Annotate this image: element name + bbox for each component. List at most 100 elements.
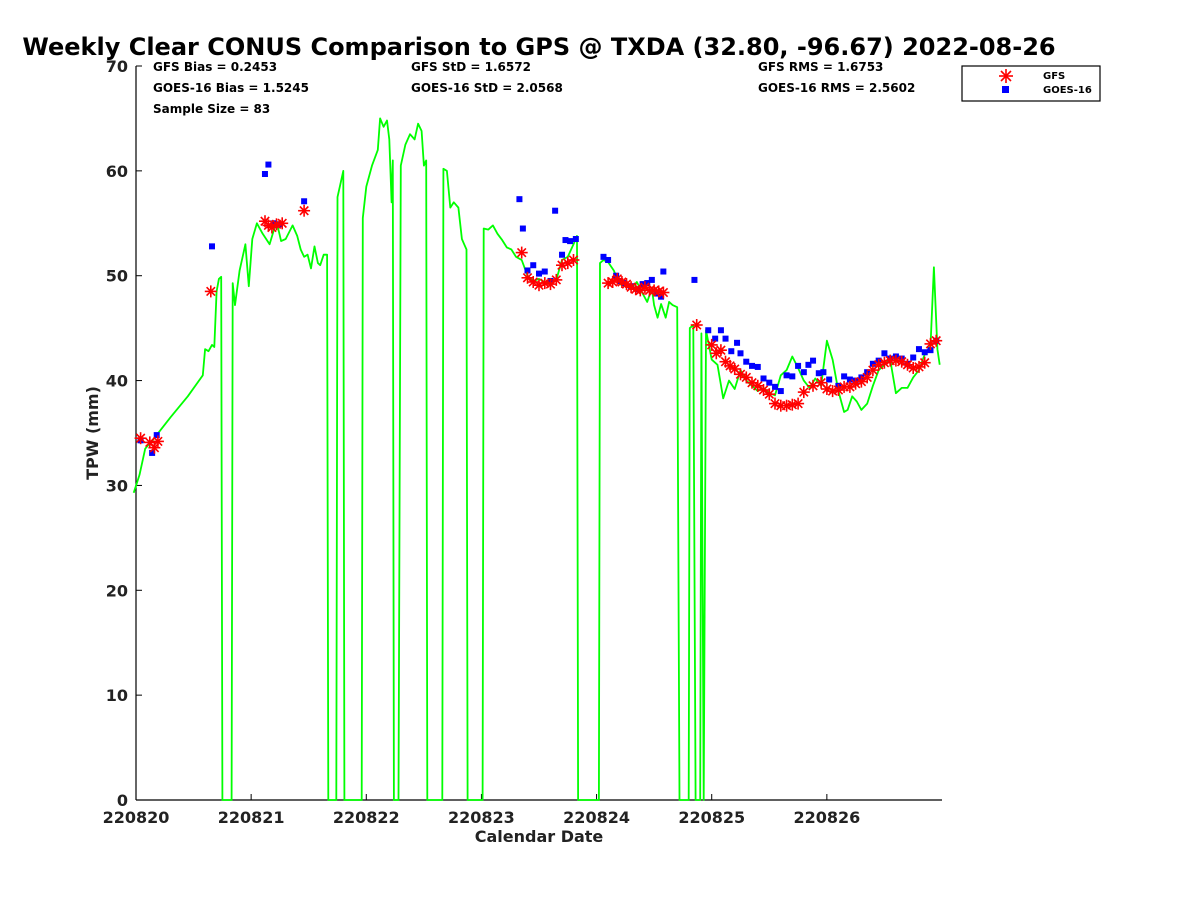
gfs-point: [550, 273, 563, 286]
series-layer: [132, 117, 943, 801]
goes16-point: [869, 360, 876, 367]
goes16-point: [815, 370, 822, 377]
gfs-point: [276, 217, 289, 230]
goes16-point: [737, 350, 744, 357]
legend-gfs-marker: [999, 69, 1013, 83]
gfs-point: [872, 358, 885, 371]
goes16-point: [265, 161, 272, 168]
plot-area: [135, 66, 942, 801]
stat-gfs-rms: GFS RMS = 1.6753: [758, 60, 883, 74]
gfs-point: [298, 204, 311, 217]
goes16-point: [261, 171, 268, 178]
x-axis-label: Calendar Date: [475, 827, 604, 846]
goes16-point: [754, 363, 761, 370]
goes16-point: [826, 376, 833, 383]
goes16-point: [800, 369, 807, 376]
goes16-point: [772, 383, 779, 390]
goes16-point: [712, 335, 719, 342]
goes16-point: [536, 270, 542, 277]
series-line-gps: [132, 117, 941, 801]
gfs-point: [714, 344, 727, 357]
y-tick-label: 50: [106, 267, 128, 286]
y-axis-label: TPW (mm): [83, 386, 102, 480]
goes16-point: [805, 361, 812, 368]
goes16-point: [621, 280, 628, 287]
goes16-point: [841, 373, 848, 380]
stat-gfs-std: GFS StD = 1.6572: [411, 60, 531, 74]
gfs-point: [204, 285, 217, 298]
goes16-point: [717, 327, 724, 334]
x-tick-label: 220822: [333, 808, 400, 827]
goes16-point: [846, 376, 853, 383]
y-tick-label: 10: [106, 686, 128, 705]
gfs-point: [792, 397, 805, 410]
goes16-point: [271, 220, 278, 227]
goes16-point: [644, 280, 651, 287]
y-tick-label: 40: [106, 372, 128, 391]
goes16-point: [927, 347, 934, 354]
gfs-point: [930, 334, 943, 347]
goes16-point: [728, 348, 735, 355]
gfs-point: [734, 368, 747, 381]
goes16-point: [658, 293, 665, 300]
goes16-point: [705, 327, 712, 334]
goes16-point: [921, 349, 928, 356]
goes16-point: [572, 236, 579, 243]
goes16-point: [605, 256, 612, 263]
stats-annotations: GFS Bias = 0.2453 GOES-16 Bias = 1.5245 …: [153, 60, 915, 116]
goes16-point: [559, 251, 566, 258]
goes16-point: [600, 253, 607, 260]
stat-gfs-bias: GFS Bias = 0.2453: [153, 60, 277, 74]
gfs-point: [705, 338, 718, 351]
gfs-point: [918, 356, 931, 369]
x-tick-label: 220825: [678, 808, 745, 827]
goes16-point: [783, 372, 790, 379]
stat-sample-size: Sample Size = 83: [153, 102, 270, 116]
goes16-point: [648, 276, 655, 283]
legend-goes-marker: [1002, 86, 1009, 93]
legend-box: [961, 65, 1101, 102]
goes16-point: [766, 379, 773, 386]
goes16-point: [208, 243, 215, 250]
x-tick-label: 220821: [218, 808, 285, 827]
goes16-point: [789, 373, 796, 380]
x-tick-label: 220826: [793, 808, 860, 827]
goes16-point: [910, 354, 917, 361]
gfs-point: [567, 254, 580, 266]
stat-goes-rms: GOES-16 RMS = 2.5602: [758, 81, 915, 95]
goes16-point: [795, 362, 802, 369]
gfs-point: [521, 271, 534, 284]
gfs-point: [690, 319, 703, 331]
y-tick-label: 60: [106, 162, 128, 181]
goes16-point: [881, 350, 888, 357]
goes16-point: [519, 225, 526, 232]
y-tick-label: 0: [117, 791, 128, 810]
chart-title: Weekly Clear CONUS Comparison to GPS @ T…: [22, 33, 1055, 61]
y-tick-label: 30: [106, 476, 128, 495]
gfs-point: [515, 246, 528, 259]
gfs-point: [797, 386, 810, 399]
x-tick-label: 220823: [448, 808, 515, 827]
stat-goes-bias: GOES-16 Bias = 1.5245: [153, 81, 309, 95]
goes16-point: [516, 196, 523, 203]
gfs-point: [861, 371, 874, 384]
legend-goes-label: GOES-16: [1043, 85, 1092, 96]
stat-goes-std: GOES-16 StD = 2.0568: [411, 81, 563, 95]
goes16-point: [722, 335, 729, 342]
goes16-point: [915, 346, 922, 353]
y-tick-label: 20: [106, 581, 128, 600]
goes16-point: [820, 369, 827, 376]
goes16-point: [613, 272, 620, 279]
x-ticks: 220820 220821 220822 220823 220824 220825 2208…: [103, 794, 860, 827]
gfs-point: [544, 278, 557, 291]
goes16-point: [743, 358, 750, 365]
goes16-point: [777, 388, 784, 395]
y-tick-label: 70: [106, 57, 128, 76]
gfs-point: [763, 388, 776, 401]
goes16-point: [301, 198, 308, 205]
goes16-point: [810, 357, 817, 364]
legend-gfs-label: GFS: [1043, 71, 1065, 82]
goes16-point: [541, 268, 548, 275]
goes16-point: [524, 267, 531, 274]
goes16-point: [153, 432, 160, 439]
